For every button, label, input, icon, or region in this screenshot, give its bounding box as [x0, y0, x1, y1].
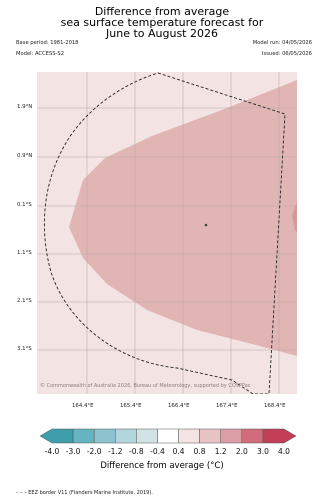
lon-label: 166.4°E: [168, 403, 190, 409]
colorbar-segment: [199, 428, 221, 444]
title-line-2: sea surface temperature forecast for: [60, 16, 264, 29]
model-run: Model run: 04/05/2026: [252, 40, 312, 46]
title-line-3: June to August 2026: [106, 27, 218, 40]
lat-label: 2.1°S: [17, 298, 32, 304]
colorbar-segment: [40, 428, 74, 444]
colorbar-segment: [115, 428, 137, 444]
anomaly-map: [37, 72, 297, 394]
colorbar: [40, 428, 296, 444]
colorbar-tick-label: 3.0: [256, 447, 269, 456]
colorbar-tick-label: -1.2: [107, 447, 123, 456]
lat-label: 1.1°S: [17, 250, 32, 256]
colorbar-tick-label: -0.8: [129, 447, 144, 456]
colorbar-tick-label: 1.2: [214, 447, 227, 456]
title-line-1: Difference from average: [94, 5, 230, 18]
colorbar-segments: [40, 428, 296, 444]
colorbar-tick-label: 0.8: [193, 447, 206, 456]
island-marker: [204, 223, 208, 227]
colorbar-tick-label: -3.0: [65, 447, 81, 456]
lat-label: 0.1°S: [17, 202, 32, 208]
lon-label: 165.4°E: [120, 403, 142, 409]
lon-label: 164.4°E: [72, 403, 94, 409]
anomaly-plume-edge: [292, 202, 297, 232]
issued-date: Issued: 06/05/2026: [261, 51, 312, 57]
colorbar-segment: [262, 428, 296, 444]
copyright-credit: © Commonwealth of Australia 2026, Bureau…: [40, 383, 251, 389]
colorbar-segment: [93, 428, 116, 444]
base-period: Base period: 1981-2018: [16, 40, 79, 46]
lon-label: 168.4°E: [264, 403, 286, 409]
colorbar-tick-label: 4.0: [278, 447, 290, 456]
colorbar-segment: [157, 428, 179, 444]
colorbar-tick-label: -2.0: [86, 447, 102, 456]
eez-border: [43, 72, 286, 394]
lon-label: 167.4°E: [216, 403, 238, 409]
colorbar-segment: [241, 428, 264, 444]
colorbar-segment: [136, 428, 158, 444]
colorbar-tick-label: 2.0: [235, 447, 248, 456]
map-gridlines: [37, 72, 297, 394]
lat-label: 3.1°S: [17, 346, 32, 352]
colorbar-segment: [72, 428, 95, 444]
eez-legend: – – – EEZ border V11 (Flanders Marine In…: [16, 490, 153, 496]
colorbar-title: Difference from average (°C): [100, 461, 224, 471]
lat-label: 1.9°N: [17, 104, 33, 110]
lat-label: 0.9°N: [17, 153, 33, 159]
colorbar-tick-label: -4.0: [44, 447, 60, 456]
colorbar-tick-label: -0.4: [150, 447, 165, 456]
colorbar-segment: [178, 428, 200, 444]
colorbar-segment: [220, 428, 243, 444]
colorbar-tick-label: 0.4: [172, 447, 185, 456]
model-name: Model: ACCESS-S2: [16, 51, 65, 57]
